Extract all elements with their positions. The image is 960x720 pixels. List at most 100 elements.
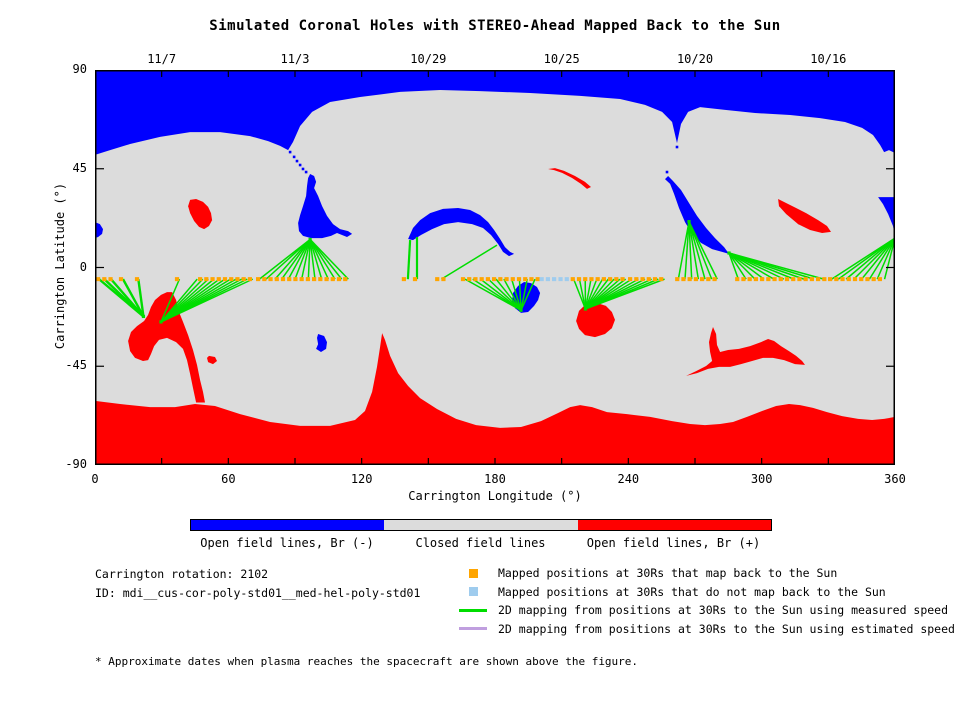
mapped-position-dot [766,277,771,282]
ch-red-nw [188,199,213,230]
run-info: Carrington rotation: 2102 ID: mdi__cus-c… [95,565,420,603]
x-tick-label: 120 [350,472,373,486]
ch-blue-pyramid [298,174,353,239]
fan-origin-marker [141,314,146,319]
mapped-position-dot [330,277,335,282]
mapped-position-dot [675,277,680,282]
mapped-position-dot [791,277,796,282]
legend-label: 2D mapping from positions at 30Rs to the… [498,603,949,618]
mapped-position-dot [256,277,261,282]
mapping-line-measured [441,244,498,280]
mapped-position-dot [687,277,692,282]
mapped-position-dot [118,277,124,282]
colorbar-label-negative: Open field lines, Br (-) [200,536,374,550]
lightblue-square-icon [458,587,488,597]
x-axis-title: Carrington Longitude (°) [408,489,582,503]
ch-blue-arch [408,208,515,257]
date-label: 11/7 [147,52,177,66]
ch-blue-right-edge [878,197,895,237]
mapped-position-dot [435,277,440,282]
mapped-position-dot [241,277,246,282]
mapped-position-dot [222,277,228,282]
mapped-position-dot [336,277,342,282]
mapped-position-dot [589,277,594,282]
mapped-position-dot [204,277,209,282]
mapped-position-dot [608,277,613,282]
fan-origin-marker [308,237,312,242]
mapping-line-measured [728,252,756,280]
fan-origin-marker [159,320,163,324]
x-tick-label: 300 [750,472,773,486]
mapping-line-measured [503,278,522,311]
streak-dot [301,167,305,171]
mapped-position-dot [198,277,203,282]
mapped-position-dot [747,277,752,282]
mapped-position-dot [467,277,472,282]
x-tick-label: 240 [617,472,640,486]
mapped-position-dot [628,277,633,282]
y-tick-label: -90 [65,457,87,471]
x-tick-label: 360 [884,472,906,486]
mapping-line-measured [572,278,587,310]
mapped-position-dot [778,277,783,282]
mapping-line-measured [578,278,587,310]
mapped-position-dot [247,277,252,282]
mapped-position-dot [828,277,833,282]
mapped-position-dot [441,277,446,282]
y-tick-label: -45 [65,358,87,373]
streak-dot [304,170,308,174]
mapped-position-dot [620,277,625,282]
ch-red-sliver-n [548,168,591,189]
mapped-position-dot [280,277,286,282]
mapped-position-dot [498,277,503,282]
mapped-position-dot [504,277,509,282]
mapped-position-dot [681,277,686,282]
fan-origin-marker [687,220,691,224]
mapped-position-dot [229,277,234,282]
north-polar-open-neg [95,70,895,155]
mapping-line-measured [728,252,747,280]
mapped-position-dot [852,277,858,282]
mapped-position-dot [485,277,490,282]
mapped-position-dot [268,277,273,282]
ch-red-fragment-sw [207,355,217,365]
legend-label: Mapped positions at 30Rs that do not map… [498,584,886,599]
mapped-position-dot [784,277,790,282]
mapped-position-dot [460,277,466,282]
mapping-line-measured [309,239,316,280]
mapped-position-dot [318,277,323,282]
mapping-line-measured [294,239,311,280]
mapped-position-dot [822,277,827,282]
mapping-line-measured [688,221,706,280]
colorbar-segment-closed [384,520,578,530]
mapping-line-measured [520,278,536,311]
mapping-line-measured [495,278,522,311]
mapping-line-measured [472,278,522,311]
mapped-position-dot [693,277,698,282]
mapped-position-dot [583,277,588,282]
mapped-position-dot [601,277,606,282]
mapping-line-measured [688,221,693,280]
mapped-position-dot [516,277,522,282]
mapped-position-dot [595,277,600,282]
fan-origin-marker [519,308,523,312]
x-tick-label: 60 [221,472,236,486]
mapping-line-measured [281,238,311,280]
mapped-position-dot [570,277,575,282]
streak-dot [292,155,296,159]
mapping-line-measured [487,278,522,311]
mapping-line-measured [876,237,896,280]
mapping-line-measured [520,278,528,311]
mapped-position-dot [576,277,582,282]
fan-origin-marker [727,251,731,255]
mapping-line-measured [307,239,311,280]
mapped-position-dot [262,277,267,282]
date-label: 10/25 [543,52,580,66]
mapped-position-dot [108,277,113,282]
mapped-position-dot [401,277,406,282]
orange-square-icon [458,568,488,578]
legend-item-mapped: Mapped positions at 30Rs that map back t… [458,564,955,583]
streak-dot [288,150,292,154]
legend-item-measured-speed: 2D mapping from positions at 30Rs to the… [458,601,955,620]
